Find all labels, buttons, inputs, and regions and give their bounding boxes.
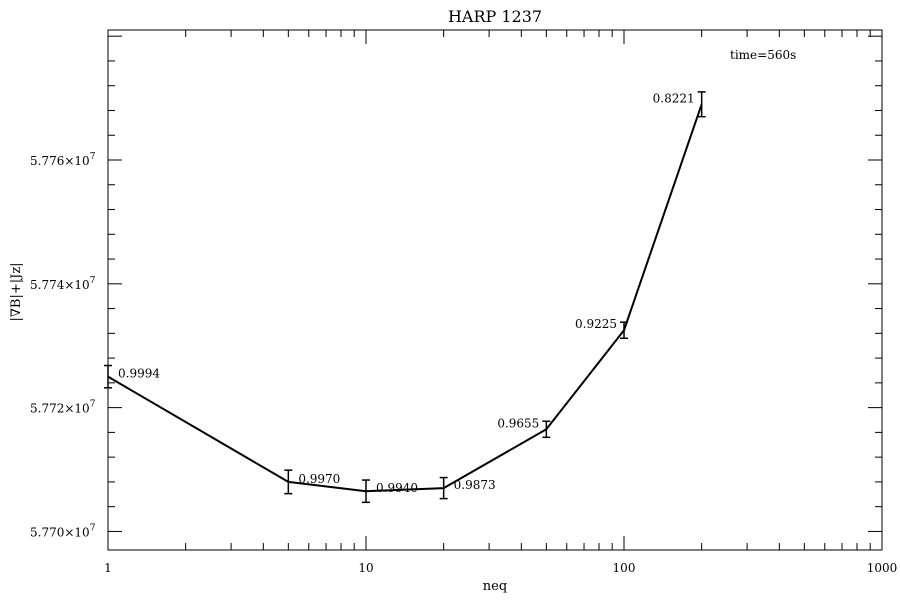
series-group: 0.9994 0.9970 0.9940 0.9873 0.9655 0.9225 0.82…: [104, 91, 706, 504]
x-tick-label: 1000: [867, 561, 898, 575]
data-label: 0.9225: [575, 317, 617, 331]
data-label: 0.9970: [298, 472, 340, 486]
data-label: 0.9940: [376, 481, 418, 495]
data-label: 0.9655: [497, 416, 539, 430]
data-label: 0.9873: [454, 478, 496, 492]
time-annotation: time=560s: [730, 48, 796, 62]
y-tick-label: 5.770×107: [30, 523, 96, 539]
x-tick-label: 10: [358, 561, 373, 575]
data-label: 0.9994: [118, 367, 160, 381]
y-axis-label: |∇B|+|Jz|: [9, 262, 24, 321]
y-tick-label: 5.772×107: [30, 400, 96, 416]
x-tick-label: 1: [104, 561, 112, 575]
x-axis: 1 10 100 1000: [104, 30, 897, 575]
plot-frame: [107, 29, 883, 551]
y-tick-label: 5.776×107: [30, 152, 96, 168]
x-tick-label: 100: [613, 561, 636, 575]
y-axis: 5.770×107 5.772×107 5.774×107 5.776×107: [30, 35, 882, 539]
series-line: [107, 103, 703, 493]
y-tick-label: 5.774×107: [30, 276, 96, 292]
x-axis-label: neq: [483, 579, 507, 594]
data-label: 0.8221: [653, 91, 695, 105]
chart-title: HARP 1237: [448, 7, 542, 26]
